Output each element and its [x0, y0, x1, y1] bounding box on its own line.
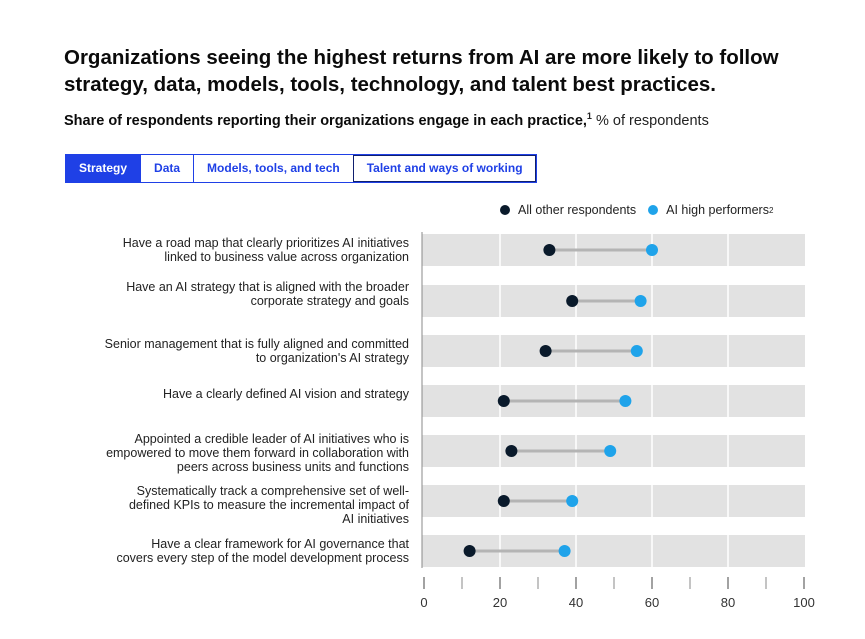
row-label: Appointed a credible leader of AI initia… — [40, 432, 409, 474]
row-label-line: AI initiatives — [342, 512, 409, 526]
row-label-line: peers across business units and function… — [176, 460, 409, 474]
point-other-respondents — [497, 395, 510, 407]
tab-models-tools-tech[interactable]: Models, tools, and tech — [193, 155, 353, 182]
legend-footnote-high: 2 — [768, 205, 774, 215]
x-tick-label: 20 — [493, 595, 507, 610]
row-label: Have a road map that clearly prioritizes… — [40, 236, 409, 264]
point-ai-high-performers — [634, 295, 647, 307]
subtitle-unit: % of respondents — [591, 112, 709, 129]
point-other-respondents — [566, 295, 579, 307]
row-label: Senior management that is fully aligned … — [40, 337, 409, 365]
row-label-line: defined KPIs to measure the incremental … — [128, 498, 409, 512]
point-ai-high-performers — [566, 495, 579, 507]
row-label-line: to organization's AI strategy — [255, 351, 409, 365]
legend-label-other: All other respondents — [518, 203, 637, 217]
legend-label-high: AI high performers — [666, 203, 769, 217]
row-label: Have an AI strategy that is aligned with… — [40, 280, 409, 308]
subtitle-main: Share of respondents reporting their org… — [64, 112, 587, 129]
point-ai-high-performers — [630, 345, 643, 357]
x-tick-label: 80 — [721, 595, 735, 610]
row-label-line: Appointed a credible leader of AI initia… — [134, 432, 409, 446]
row-label-line: covers every step of the model developme… — [116, 551, 409, 565]
row-label-line: Senior management that is fully aligned … — [104, 337, 409, 351]
row-label-line: Have an AI strategy that is aligned with… — [126, 280, 409, 294]
row-label-line: empowered to move them forward in collab… — [106, 446, 409, 460]
point-ai-high-performers — [619, 395, 632, 407]
row-label-line: linked to business value across organiza… — [164, 250, 409, 264]
row-label: Have a clear framework for AI governance… — [40, 537, 409, 565]
x-tick-label: 0 — [420, 595, 427, 610]
point-other-respondents — [539, 345, 552, 357]
legend-item-high: AI high performers 2 — [648, 203, 773, 217]
legend-item-other: All other respondents — [500, 203, 636, 217]
row-label: Systematically track a comprehensive set… — [40, 484, 409, 526]
tab-talent-ways-of-working[interactable]: Talent and ways of working — [352, 155, 536, 182]
row-label-line: Have a clearly defined AI vision and str… — [163, 387, 409, 401]
chart-title: Organizations seeing the highest returns… — [64, 46, 779, 96]
row-label-line: Systematically track a comprehensive set… — [136, 484, 409, 498]
tab-bar: Strategy Data Models, tools, and tech Ta… — [65, 154, 537, 183]
row-label-line: Have a road map that clearly prioritizes… — [122, 236, 409, 250]
x-tick-label: 40 — [569, 595, 583, 610]
point-ai-high-performers — [646, 244, 658, 256]
point-ai-high-performers — [558, 545, 571, 557]
row-label: Have a clearly defined AI vision and str… — [40, 387, 409, 401]
point-other-respondents — [497, 495, 510, 507]
point-other-respondents — [543, 244, 556, 256]
legend-dot-other — [500, 205, 510, 215]
row-band — [422, 485, 805, 517]
point-other-respondents — [463, 545, 476, 557]
chart-legend: All other respondents AI high performers… — [500, 203, 785, 217]
row-label-line: corporate strategy and goals — [250, 294, 409, 308]
x-tick-label: 60 — [645, 595, 659, 610]
tab-data[interactable]: Data — [140, 155, 194, 182]
row-label-line: Have a clear framework for AI governance… — [151, 537, 409, 551]
point-ai-high-performers — [604, 445, 617, 457]
tab-strategy[interactable]: Strategy — [66, 155, 141, 182]
legend-dot-high — [648, 205, 659, 215]
chart-subtitle: Share of respondents reporting their org… — [64, 111, 709, 129]
subtitle-footnote: 1 — [586, 111, 592, 121]
x-tick-label: 100 — [793, 595, 815, 610]
point-other-respondents — [505, 445, 518, 457]
